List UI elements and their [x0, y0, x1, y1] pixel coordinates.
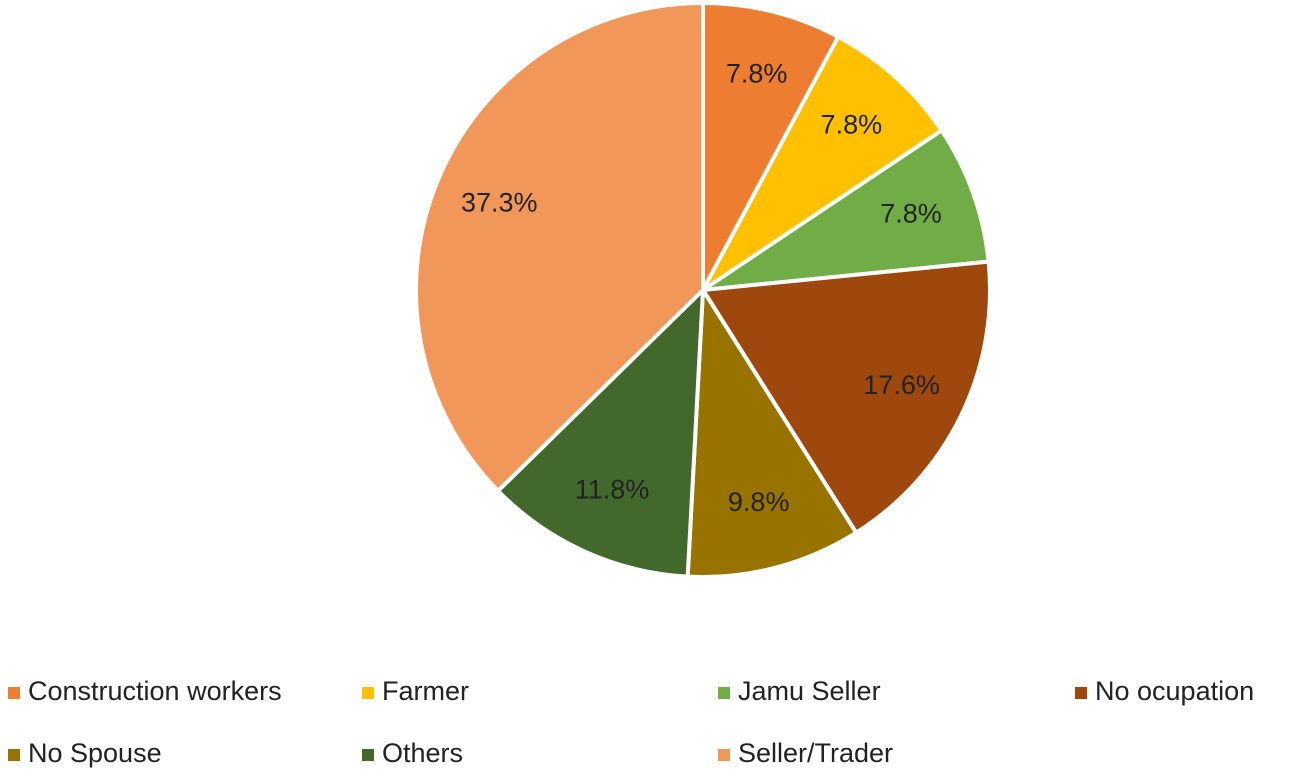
pie-slice [701, 0, 841, 291]
data-label: 7.8% [880, 199, 942, 229]
legend-marker [8, 687, 20, 699]
legend-label: Construction workers [28, 676, 282, 706]
pie-slice [495, 284, 706, 579]
legend-label: Seller/Trader [738, 738, 893, 768]
legend-label: No ocupation [1095, 676, 1254, 706]
legend-marker [362, 749, 374, 761]
data-label: 9.8% [728, 487, 790, 517]
legend-marker [718, 749, 730, 761]
legend-marker [718, 687, 730, 699]
legend-label: Farmer [382, 676, 469, 706]
legend-marker [1075, 687, 1087, 699]
data-label: 7.8% [821, 109, 883, 139]
pie-slice [414, 0, 705, 494]
legend-marker [362, 687, 374, 699]
legend-label: Others [382, 738, 463, 768]
pie-slice [701, 127, 991, 292]
data-label: 37.3% [461, 188, 538, 218]
legend-label: Jamu Seller [738, 676, 881, 706]
legend-label: No Spouse [28, 738, 162, 768]
data-label: 11.8% [575, 474, 650, 504]
pie-slice [699, 259, 992, 536]
pie-slice [685, 283, 859, 579]
legend-marker [8, 749, 20, 761]
data-label: 17.6% [863, 370, 940, 400]
data-label: 7.8% [726, 59, 788, 89]
pie-slice [701, 34, 945, 292]
